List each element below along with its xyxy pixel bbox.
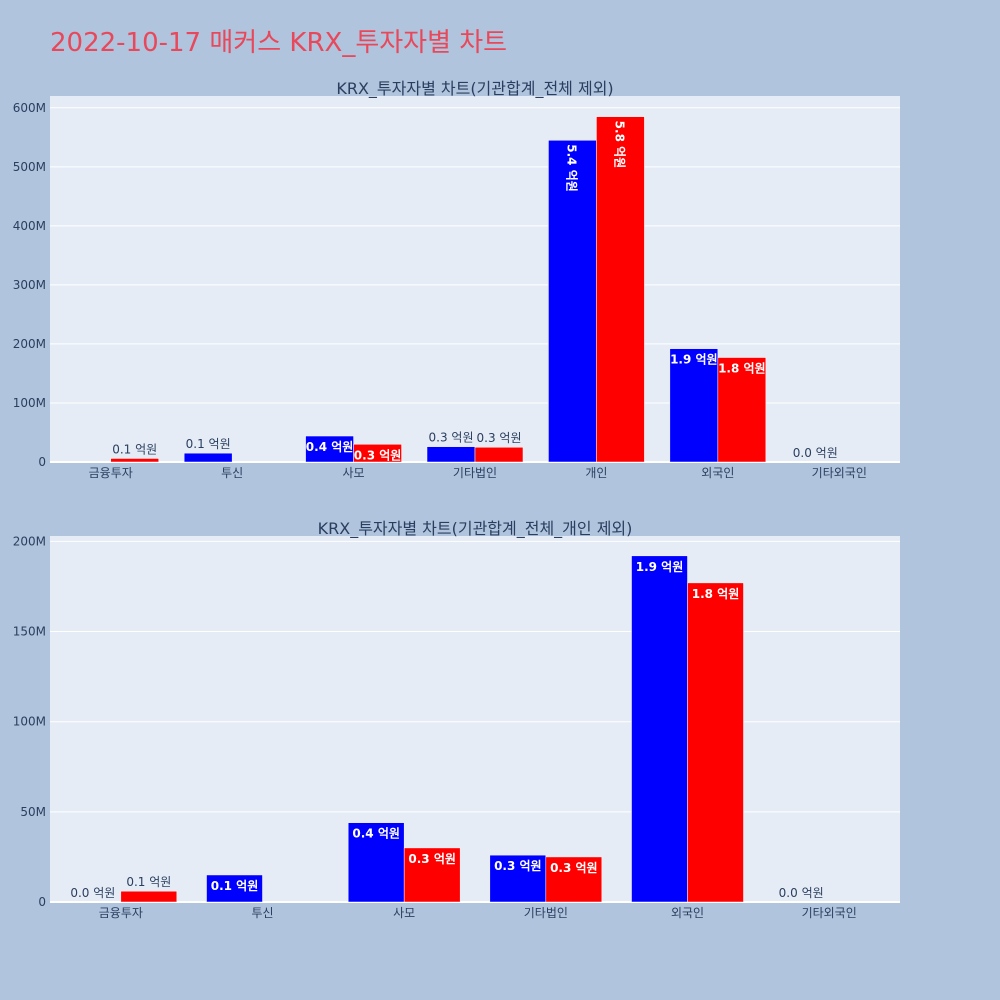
c1-data-label: 1.9 억원 bbox=[636, 560, 684, 574]
c0-bar bbox=[717, 357, 767, 463]
c0-bar bbox=[596, 116, 645, 463]
c1-data-label: 0.0 억원 bbox=[70, 886, 115, 900]
c1-data-label: 0.0 억원 bbox=[779, 886, 824, 900]
c1-data-label: 1.8 억원 bbox=[692, 587, 740, 601]
c1-bar bbox=[687, 582, 744, 903]
c1-data-label: 0.1 억원 bbox=[211, 879, 259, 893]
c0-xtick-label: 개인 bbox=[585, 466, 607, 480]
c1-data-label: 0.3 억원 bbox=[550, 861, 598, 875]
c1-ytick-label: 50M bbox=[20, 805, 46, 819]
c0-bar bbox=[110, 458, 159, 463]
chart-top: KRX_투자자별 차트(기관합계_전체 제외) 0 100M 200M 300M 400M… bbox=[13, 79, 900, 480]
c1-bar bbox=[489, 854, 547, 903]
c1-xtick-label: 기타외국인 bbox=[802, 906, 857, 920]
c0-data-label: 0.0 억원 bbox=[793, 446, 838, 460]
c1-xtick-label: 사모 bbox=[393, 906, 415, 920]
c1-xtick-label: 외국인 bbox=[671, 906, 704, 920]
c0-ytick-label: 300M bbox=[13, 278, 46, 292]
page-title: 2022-10-17 매커스 KRX_투자자별 차트 bbox=[50, 28, 508, 58]
c0-ytick-label: 500M bbox=[13, 160, 46, 174]
c0-xtick-label: 투신 bbox=[221, 466, 243, 480]
c1-plot-area bbox=[50, 536, 900, 902]
c1-ytick-label: 0 bbox=[38, 895, 46, 909]
c1-bar bbox=[631, 555, 688, 903]
c0-xtick-label: 사모 bbox=[343, 466, 365, 480]
c1-xtick-label: 금융투자 bbox=[99, 906, 143, 920]
c0-bar bbox=[305, 435, 354, 463]
c0-data-label: 5.8 억원 bbox=[612, 121, 626, 169]
c0-xtick-label: 금융투자 bbox=[89, 466, 133, 480]
c0-bar bbox=[548, 140, 597, 463]
c1-ytick-label: 200M bbox=[13, 534, 46, 548]
c0-title: KRX_투자자별 차트(기관합계_전체 제외) bbox=[336, 79, 613, 99]
c0-data-label: 1.9 억원 bbox=[670, 353, 718, 367]
c1-bar bbox=[120, 890, 178, 903]
c1-xtick-label: 기타법인 bbox=[524, 906, 568, 920]
c0-xtick-label: 기타외국인 bbox=[812, 466, 867, 480]
c1-data-label: 0.3 억원 bbox=[408, 852, 456, 866]
c0-ytick-label: 100M bbox=[13, 396, 46, 410]
c1-title: KRX_투자자별 차트(기관합계_전체_개인 제외) bbox=[318, 519, 633, 539]
c0-data-label: 0.4 억원 bbox=[306, 440, 354, 454]
c0-bar bbox=[183, 452, 233, 463]
c0-ytick-label: 400M bbox=[13, 219, 46, 233]
c1-data-label: 0.1 억원 bbox=[126, 875, 171, 889]
c0-xtick-label: 기타법인 bbox=[453, 466, 497, 480]
c1-ytick-label: 100M bbox=[13, 715, 46, 729]
c0-data-label: 0.3 억원 bbox=[477, 431, 522, 445]
c0-bar bbox=[353, 444, 402, 463]
c1-xtick-label: 투신 bbox=[251, 906, 273, 920]
c1-bar bbox=[545, 856, 603, 903]
c0-ytick-label: 200M bbox=[13, 337, 46, 351]
c0-ytick-label: 0 bbox=[38, 455, 46, 469]
c0-data-label: 0.1 억원 bbox=[186, 437, 231, 451]
c1-bar bbox=[403, 847, 461, 903]
c1-bar bbox=[347, 822, 405, 903]
c0-data-label: 0.1 억원 bbox=[112, 442, 157, 456]
c1-data-label: 0.4 억원 bbox=[352, 827, 400, 841]
c0-ytick-label: 600M bbox=[13, 101, 46, 115]
c1-bar bbox=[206, 874, 263, 903]
c0-bar bbox=[474, 446, 524, 463]
c0-data-label: 0.3 억원 bbox=[429, 431, 474, 445]
c1-data-label: 0.3 억원 bbox=[494, 859, 542, 873]
c0-data-label: 1.8 억원 bbox=[718, 362, 766, 376]
c0-bar bbox=[669, 348, 719, 463]
c0-data-label: 5.4 억원 bbox=[564, 144, 578, 192]
c0-xtick-label: 외국인 bbox=[701, 466, 734, 480]
c1-ytick-label: 150M bbox=[13, 625, 46, 639]
c0-data-label: 0.3 억원 bbox=[354, 448, 402, 462]
